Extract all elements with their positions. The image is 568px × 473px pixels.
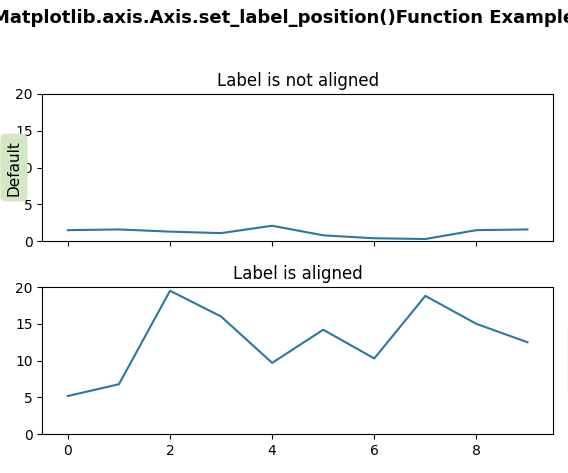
Text: Default: Default — [6, 140, 22, 195]
Text: Matplotlib.axis.Axis.set_label_position()Function Example: Matplotlib.axis.Axis.set_label_position(… — [0, 9, 568, 27]
Title: Label is not aligned: Label is not aligned — [216, 71, 379, 90]
Title: Label is aligned: Label is aligned — [233, 265, 362, 283]
